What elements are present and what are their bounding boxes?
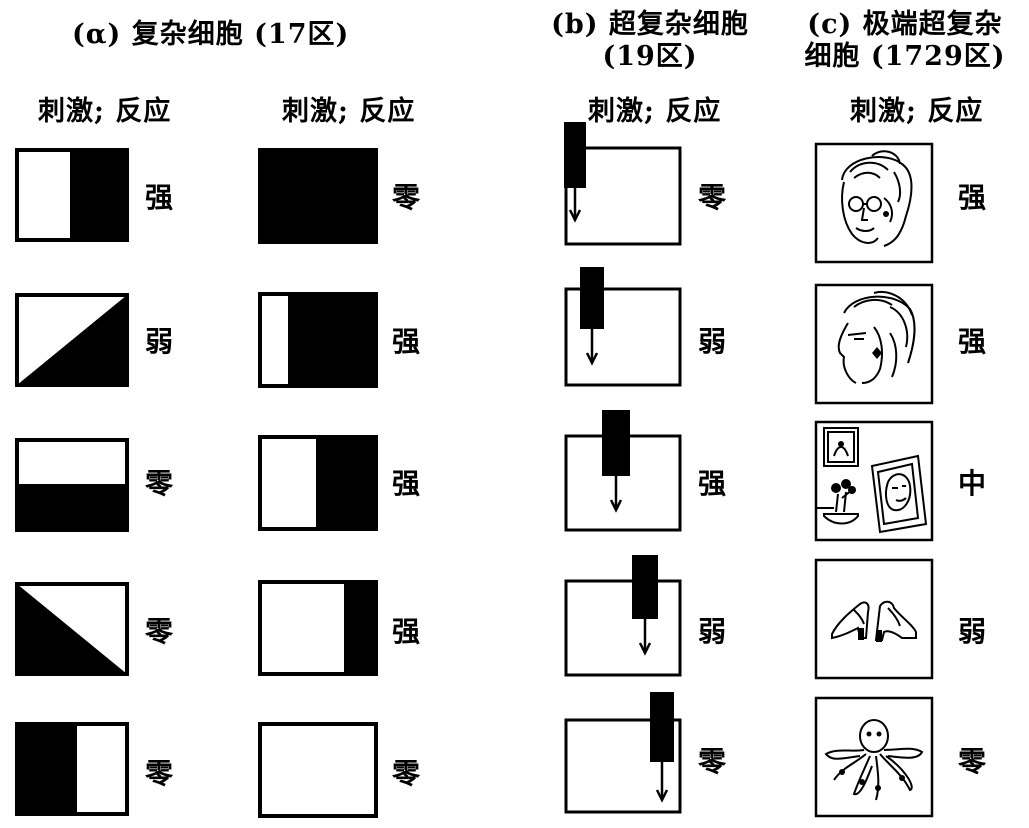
response-c-1: 强 — [958, 181, 987, 214]
response-a2-3: 强 — [392, 467, 421, 500]
response-a1-4: 零 — [145, 615, 174, 648]
room-with-portrait-and-flowers-icon — [814, 420, 934, 542]
response-c-2: 强 — [958, 325, 987, 358]
stimulus-a2-2 — [258, 292, 378, 388]
stimulus-b-4 — [564, 555, 682, 677]
heading-c-line1: (c) 极端超复杂 — [807, 9, 1003, 40]
stimulus-b-2 — [564, 267, 682, 387]
response-c-4: 弱 — [958, 615, 987, 648]
stimulus-a2-3 — [258, 435, 378, 531]
stimulus-a1-3 — [15, 438, 129, 532]
response-a2-4: 强 — [392, 615, 421, 648]
heading-c-line2: 细胞 (1729区) — [804, 41, 1006, 72]
response-c-3: 中 — [958, 467, 987, 500]
stimulus-a1-2 — [15, 293, 129, 387]
response-a1-2: 弱 — [145, 325, 174, 358]
heading-b-line2: (19区) — [602, 41, 698, 72]
stimulus-a2-1 — [258, 148, 378, 244]
stimulus-b-1 — [564, 122, 682, 246]
grandmother-face-profile-icon — [814, 283, 934, 405]
response-b-5: 零 — [698, 745, 727, 778]
response-a2-5: 零 — [392, 757, 421, 790]
stimulus-b-5 — [564, 692, 682, 814]
response-a1-1: 强 — [145, 181, 174, 214]
stimulus-b-3 — [564, 410, 682, 532]
response-a2-1: 零 — [392, 181, 421, 214]
response-b-2: 弱 — [698, 325, 727, 358]
column-header-a2: 刺激; 反应 — [282, 96, 416, 127]
column-header-a1: 刺激; 反应 — [38, 96, 172, 127]
response-a2-2: 强 — [392, 325, 421, 358]
stimulus-a2-5 — [258, 722, 378, 818]
heading-a: (α) 复杂细胞 (17区) — [72, 19, 350, 50]
column-header-c: 刺激; 反应 — [850, 96, 984, 127]
response-a1-3: 零 — [145, 467, 174, 500]
response-b-4: 弱 — [698, 615, 727, 648]
stimulus-a2-4 — [258, 580, 378, 676]
response-c-5: 零 — [958, 745, 987, 778]
response-b-3: 强 — [698, 467, 727, 500]
stimulus-a1-4 — [15, 582, 129, 676]
response-b-1: 零 — [698, 181, 727, 214]
heading-b-line1: (b) 超复杂细胞 — [551, 9, 749, 40]
response-a1-5: 零 — [145, 757, 174, 790]
grandmother-face-front-icon — [814, 142, 934, 264]
stimulus-a1-5 — [15, 722, 129, 816]
stimulus-a1-1 — [15, 148, 129, 242]
octopus-icon — [814, 696, 934, 818]
column-header-b: 刺激; 反应 — [588, 96, 722, 127]
pair-of-shoes-icon — [814, 558, 934, 680]
